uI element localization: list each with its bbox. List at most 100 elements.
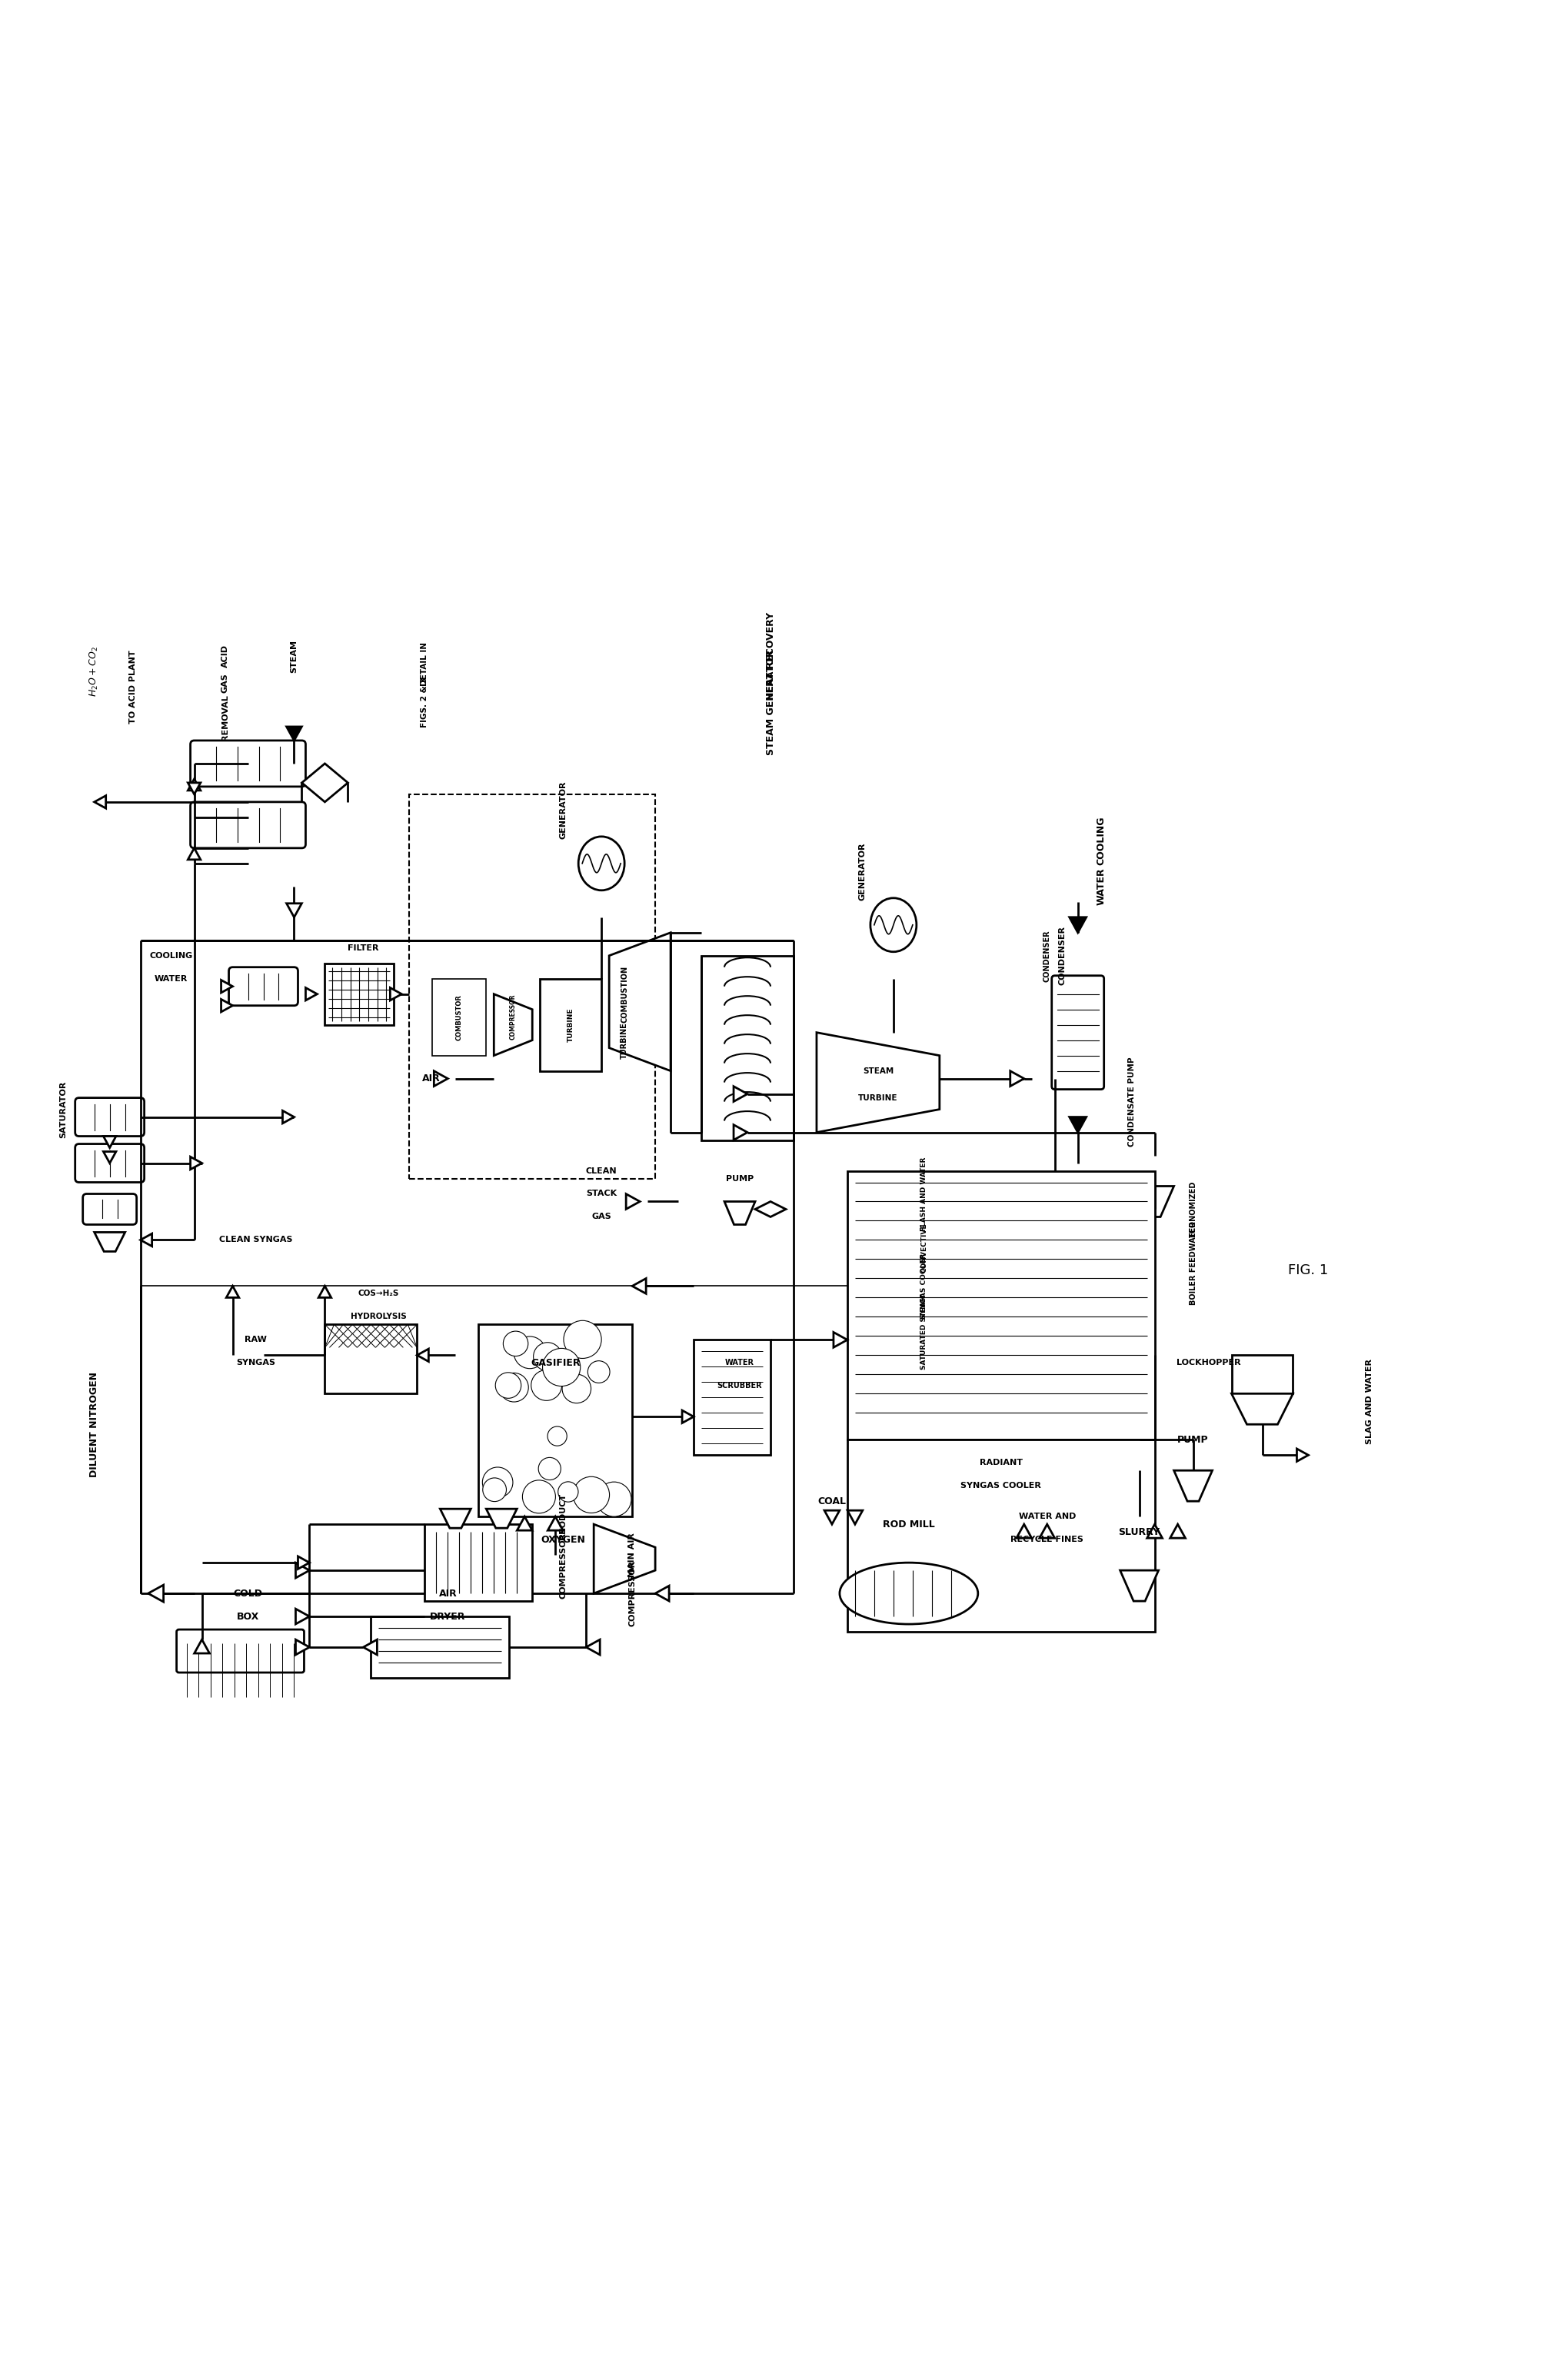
- Bar: [479, 1323, 632, 1516]
- Circle shape: [559, 1354, 579, 1376]
- Ellipse shape: [578, 835, 624, 890]
- Circle shape: [495, 1373, 521, 1399]
- Polygon shape: [94, 795, 106, 809]
- Polygon shape: [140, 1233, 153, 1247]
- Polygon shape: [487, 1509, 516, 1528]
- Text: FLASH AND WATER: FLASH AND WATER: [920, 1157, 928, 1230]
- Polygon shape: [435, 1071, 448, 1085]
- Text: COMPRESSORS: COMPRESSORS: [559, 1526, 567, 1599]
- Polygon shape: [319, 1285, 331, 1297]
- Polygon shape: [1069, 916, 1086, 933]
- Text: RADIANT: RADIANT: [980, 1459, 1023, 1466]
- Text: COMBUSTION: COMBUSTION: [621, 966, 629, 1023]
- Text: COOLING: COOLING: [149, 952, 193, 959]
- Text: FILTER: FILTER: [348, 945, 379, 952]
- Polygon shape: [1170, 1523, 1185, 1537]
- Polygon shape: [609, 933, 670, 1071]
- Circle shape: [533, 1342, 562, 1371]
- Polygon shape: [220, 1000, 233, 1011]
- Polygon shape: [1298, 1449, 1308, 1461]
- Text: WATER: WATER: [154, 976, 188, 983]
- Text: STEAM GENERATOR: STEAM GENERATOR: [766, 650, 775, 754]
- Text: DILUENT NITROGEN: DILUENT NITROGEN: [89, 1371, 99, 1478]
- Text: CLEAN SYNGAS: CLEAN SYNGAS: [219, 1235, 293, 1245]
- Text: $H_2O + CO_2$: $H_2O + CO_2$: [88, 645, 100, 697]
- Text: OXYGEN: OXYGEN: [541, 1535, 586, 1545]
- Polygon shape: [282, 1111, 294, 1123]
- FancyBboxPatch shape: [83, 1195, 137, 1226]
- Text: TO ACID PLANT: TO ACID PLANT: [129, 650, 137, 724]
- Text: COMBUSTOR: COMBUSTOR: [456, 995, 462, 1040]
- Text: PUMP: PUMP: [726, 1176, 754, 1183]
- Bar: [325, 964, 394, 1026]
- Polygon shape: [296, 1564, 310, 1578]
- Text: REMOVAL: REMOVAL: [220, 695, 228, 740]
- Bar: [325, 1323, 418, 1395]
- Polygon shape: [1040, 1523, 1054, 1537]
- Text: COS→H₂S: COS→H₂S: [358, 1290, 399, 1297]
- FancyBboxPatch shape: [177, 1630, 304, 1673]
- Polygon shape: [593, 1523, 655, 1592]
- Circle shape: [532, 1371, 562, 1399]
- Polygon shape: [734, 1085, 747, 1102]
- Text: GAS: GAS: [592, 1214, 612, 1221]
- Bar: [848, 1440, 1154, 1633]
- Polygon shape: [493, 995, 532, 1057]
- Text: ROD MILL: ROD MILL: [883, 1518, 935, 1530]
- Text: TURBINE: TURBINE: [621, 1021, 629, 1059]
- Polygon shape: [418, 1349, 428, 1361]
- Text: AIR: AIR: [422, 1073, 441, 1083]
- Polygon shape: [305, 988, 317, 1000]
- Text: SLURRY: SLURRY: [1119, 1528, 1160, 1537]
- Text: GASIFIER: GASIFIER: [530, 1359, 579, 1368]
- Bar: [1231, 1354, 1293, 1395]
- Polygon shape: [103, 1152, 116, 1164]
- Text: STACK: STACK: [586, 1190, 616, 1197]
- Polygon shape: [287, 904, 302, 916]
- Polygon shape: [287, 726, 302, 740]
- Text: GAS: GAS: [220, 674, 228, 693]
- Text: DRYER: DRYER: [430, 1611, 465, 1621]
- Polygon shape: [824, 1511, 840, 1523]
- Text: GENERATOR: GENERATOR: [559, 781, 567, 838]
- Text: AIR: AIR: [439, 1587, 458, 1599]
- Polygon shape: [188, 847, 200, 859]
- Text: RECYCLE FINES: RECYCLE FINES: [1011, 1535, 1083, 1545]
- Ellipse shape: [871, 897, 917, 952]
- Bar: [433, 978, 487, 1057]
- Polygon shape: [755, 1202, 786, 1216]
- Text: SYNGAS COOLER: SYNGAS COOLER: [920, 1254, 928, 1319]
- Polygon shape: [632, 1278, 646, 1295]
- Polygon shape: [817, 1033, 940, 1133]
- Polygon shape: [296, 1640, 310, 1654]
- Text: BOX: BOX: [237, 1611, 259, 1621]
- Text: BOILER FEEDWATER: BOILER FEEDWATER: [1190, 1221, 1197, 1304]
- Bar: [425, 1523, 532, 1602]
- Circle shape: [564, 1321, 601, 1359]
- Text: SCRUBBER: SCRUBBER: [717, 1383, 763, 1390]
- Polygon shape: [191, 1157, 202, 1169]
- Polygon shape: [734, 1126, 747, 1140]
- Text: COOLING: COOLING: [1096, 816, 1106, 864]
- Polygon shape: [1069, 1116, 1086, 1133]
- Bar: [693, 1340, 770, 1454]
- Polygon shape: [683, 1411, 693, 1423]
- Ellipse shape: [840, 1564, 979, 1623]
- Polygon shape: [148, 1585, 163, 1602]
- Polygon shape: [188, 778, 200, 790]
- Polygon shape: [1011, 1071, 1025, 1085]
- Text: CLEAN: CLEAN: [586, 1166, 616, 1176]
- Circle shape: [522, 1480, 555, 1514]
- Text: ACID: ACID: [220, 645, 228, 666]
- Text: ECONOMIZED: ECONOMIZED: [1190, 1180, 1197, 1238]
- Text: SYNGAS COOLER: SYNGAS COOLER: [960, 1483, 1042, 1490]
- Circle shape: [547, 1426, 567, 1445]
- Circle shape: [573, 1476, 609, 1514]
- Text: LOCKHOPPER: LOCKHOPPER: [1176, 1359, 1241, 1366]
- Text: FIG. 1: FIG. 1: [1288, 1264, 1328, 1278]
- Circle shape: [538, 1457, 561, 1480]
- Polygon shape: [626, 1195, 640, 1209]
- Text: MAIN AIR: MAIN AIR: [629, 1533, 636, 1578]
- Text: SATURATED STEAM: SATURATED STEAM: [920, 1295, 928, 1368]
- Polygon shape: [848, 1511, 863, 1523]
